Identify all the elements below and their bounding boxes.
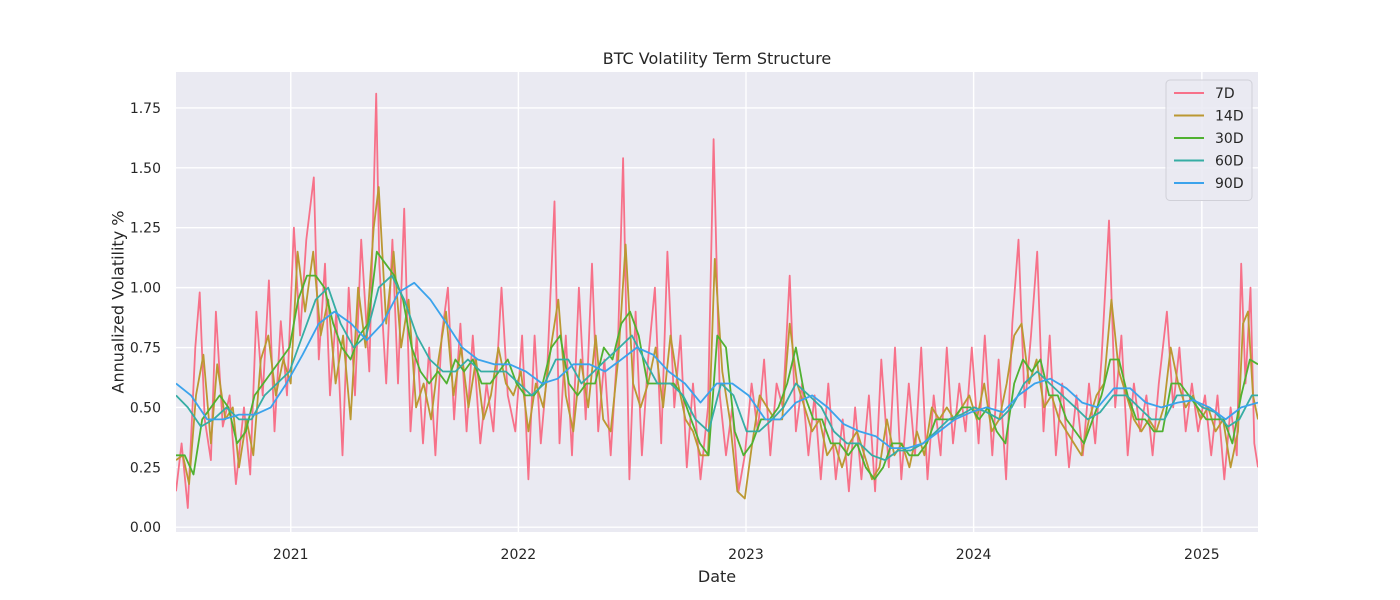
y-tick-label: 1.25 <box>130 221 161 237</box>
legend-label: 60D <box>1215 154 1244 170</box>
y-axis-label: Annualized Volatility % <box>109 211 128 394</box>
y-axis-ticks: 0.00 0.25 0.50 0.75 1.00 1.25 1.50 1.75 <box>130 101 161 536</box>
x-tick-label: 2025 <box>1184 547 1220 563</box>
x-tick-label: 2022 <box>501 547 537 563</box>
y-tick-label: 0.25 <box>130 460 161 476</box>
x-axis-label: Date <box>698 567 736 586</box>
x-tick-label: 2024 <box>956 547 992 563</box>
series-lines <box>176 92 1258 509</box>
x-tick-label: 2023 <box>728 547 764 563</box>
y-tick-label: 0.75 <box>130 341 161 357</box>
x-tick-label: 2021 <box>273 547 309 563</box>
legend-box <box>1165 79 1253 201</box>
y-tick-label: 0.50 <box>130 400 161 416</box>
y-tick-label: 1.50 <box>130 161 161 177</box>
legend-label: 30D <box>1215 131 1244 147</box>
legend-label: 90D <box>1215 176 1244 192</box>
x-axis-ticks: 2021 2022 2023 2024 2025 <box>273 547 1220 563</box>
y-tick-label: 1.00 <box>130 281 161 297</box>
legend-label: 7D <box>1215 86 1235 102</box>
y-tick-label: 1.75 <box>130 101 161 117</box>
series-line-30d <box>176 250 1258 481</box>
series-line-90d <box>176 281 1258 450</box>
legend-label: 14D <box>1215 109 1244 125</box>
series-line-7d <box>176 92 1258 509</box>
legend: 7D 14D 30D 60D 90D <box>1165 79 1253 201</box>
chart-title: BTC Volatility Term Structure <box>603 49 832 68</box>
y-tick-label: 0.00 <box>130 520 161 536</box>
